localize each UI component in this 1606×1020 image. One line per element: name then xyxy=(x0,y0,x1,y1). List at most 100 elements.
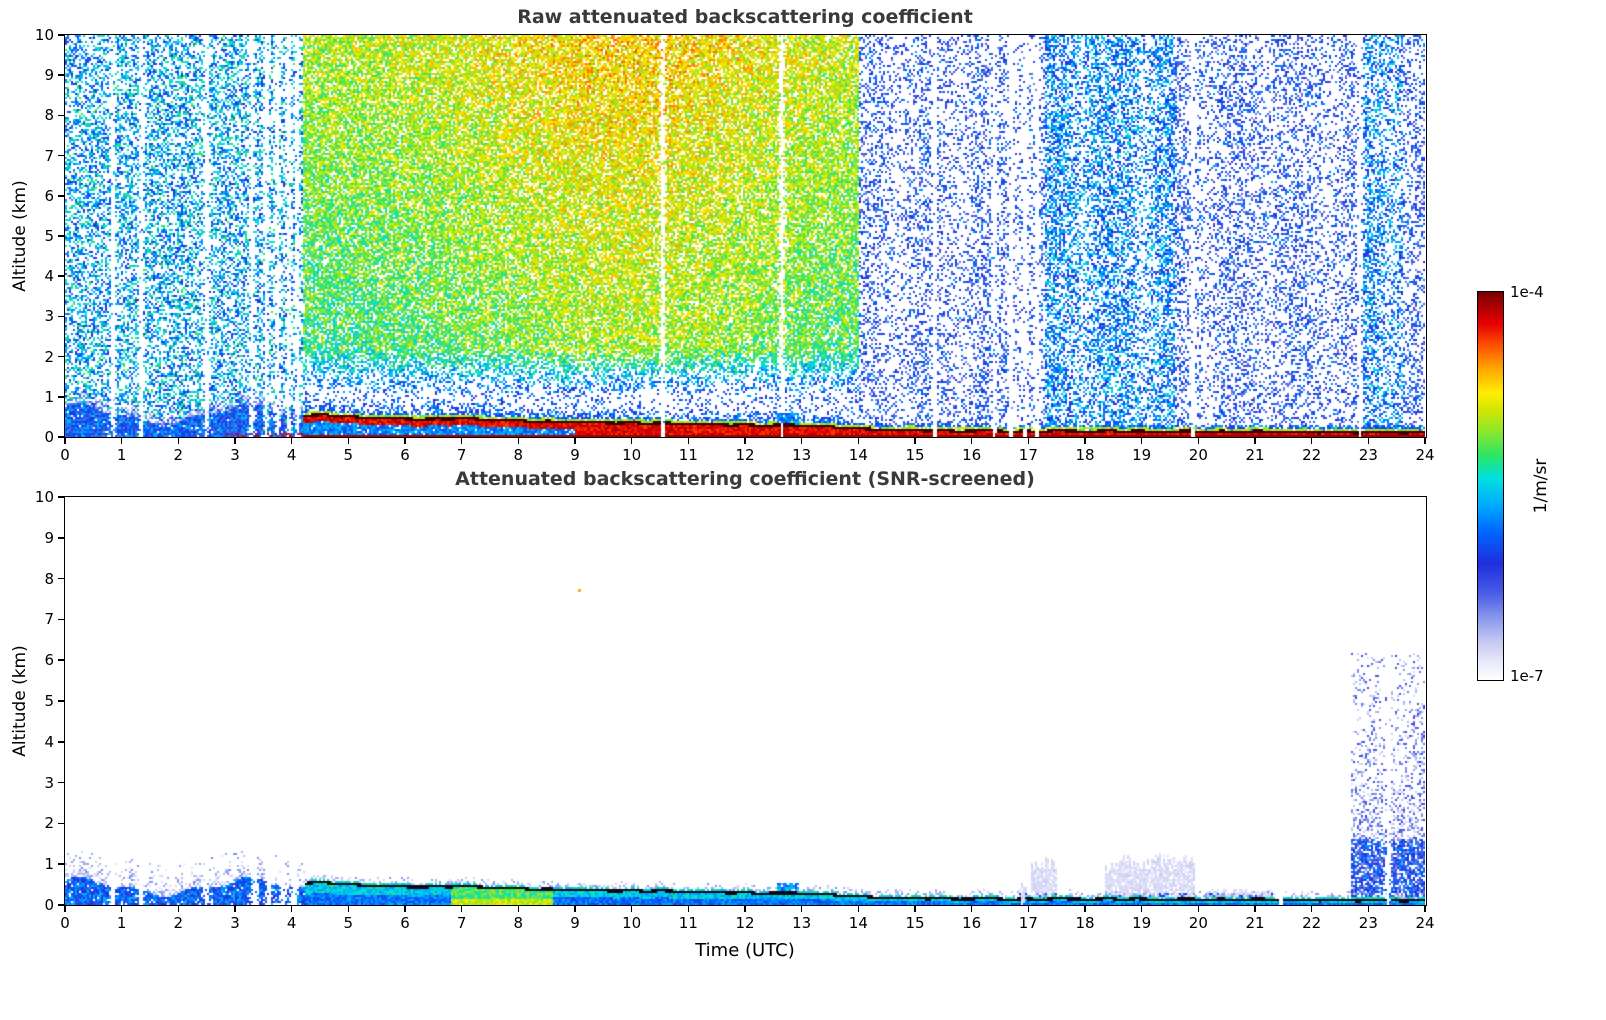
x-tick-label: 7 xyxy=(456,914,467,932)
y-tick-label: 10 xyxy=(34,488,54,506)
x-tick-mark xyxy=(120,438,123,444)
x-tick-label: 19 xyxy=(1132,914,1152,932)
x-tick-label: 0 xyxy=(60,914,70,932)
x-tick-mark xyxy=(347,906,350,912)
x-tick-mark xyxy=(857,438,860,444)
y-tick-mark xyxy=(58,577,64,580)
x-tick-label: 13 xyxy=(792,914,812,932)
top-plot-title: Raw attenuated backscattering coefficien… xyxy=(517,6,973,28)
y-tick-mark xyxy=(58,781,64,784)
x-tick-label: 19 xyxy=(1132,446,1152,464)
x-tick-mark xyxy=(1424,906,1426,912)
y-tick-label: 0 xyxy=(44,428,54,446)
y-tick-label: 7 xyxy=(44,146,54,165)
x-tick-label: 22 xyxy=(1302,446,1322,464)
y-tick-mark xyxy=(58,496,64,498)
y-tick-mark xyxy=(58,195,64,197)
colorbar-max-label: 1e-4 xyxy=(1510,283,1544,301)
x-tick-label: 16 xyxy=(962,914,982,932)
x-tick-label: 21 xyxy=(1245,914,1265,932)
x-tick-mark xyxy=(574,906,576,912)
x-tick-label: 1 xyxy=(116,914,127,932)
x-tick-mark xyxy=(1027,906,1030,912)
y-tick-label: 1 xyxy=(44,387,54,406)
x-tick-label: 10 xyxy=(622,914,642,932)
x-tick-mark xyxy=(404,438,406,444)
x-tick-label: 14 xyxy=(848,446,868,464)
x-tick-label: 2 xyxy=(173,914,184,932)
x-tick-label: 6 xyxy=(400,446,410,464)
y-tick-mark xyxy=(58,315,64,318)
y-tick-mark xyxy=(58,235,64,237)
y-tick-label: 9 xyxy=(44,66,54,85)
x-tick-label: 20 xyxy=(1188,446,1208,464)
x-tick-mark xyxy=(1084,438,1086,444)
x-tick-label: 18 xyxy=(1075,446,1095,464)
y-tick-mark xyxy=(58,275,64,277)
x-tick-mark xyxy=(460,438,463,444)
x-tick-label: 4 xyxy=(286,914,297,932)
x-tick-mark xyxy=(120,906,123,912)
y-tick-label: 7 xyxy=(44,610,54,629)
x-tick-mark xyxy=(1027,438,1030,444)
x-tick-label: 9 xyxy=(570,446,580,464)
x-tick-label: 2 xyxy=(173,446,184,464)
bottom-plot-title: Attenuated backscattering coefficient (S… xyxy=(455,468,1035,490)
y-tick-label: 2 xyxy=(44,347,54,366)
x-tick-label: 23 xyxy=(1358,914,1378,932)
x-tick-mark xyxy=(687,906,690,912)
x-tick-mark xyxy=(800,438,803,444)
y-tick-label: 8 xyxy=(44,106,54,125)
x-tick-mark xyxy=(234,438,236,444)
x-tick-mark xyxy=(290,906,293,912)
x-tick-mark xyxy=(1254,906,1256,912)
x-tick-label: 15 xyxy=(905,446,925,464)
x-tick-mark xyxy=(800,906,803,912)
x-tick-label: 1 xyxy=(116,446,127,464)
x-tick-label: 21 xyxy=(1245,446,1265,464)
x-tick-label: 24 xyxy=(1415,914,1435,932)
x-tick-label: 23 xyxy=(1358,446,1378,464)
y-tick-mark xyxy=(58,436,64,438)
x-tick-label: 18 xyxy=(1075,914,1095,932)
y-tick-mark xyxy=(58,659,64,661)
y-tick-mark xyxy=(58,114,64,117)
y-tick-mark xyxy=(58,154,64,157)
x-tick-label: 14 xyxy=(848,914,868,932)
x-axis-label: Time (UTC) xyxy=(695,940,795,961)
x-tick-mark xyxy=(630,438,633,444)
x-tick-mark xyxy=(630,906,633,912)
x-tick-label: 5 xyxy=(343,914,354,932)
x-tick-label: 12 xyxy=(735,446,755,464)
x-tick-label: 8 xyxy=(513,446,524,464)
x-tick-mark xyxy=(1197,438,1200,444)
x-tick-mark xyxy=(1310,906,1313,912)
y-tick-mark xyxy=(58,618,64,621)
x-tick-mark xyxy=(64,906,66,912)
x-tick-mark xyxy=(517,438,520,444)
y-tick-mark xyxy=(58,741,64,743)
x-tick-label: 12 xyxy=(735,914,755,932)
y-tick-label: 2 xyxy=(44,814,54,833)
y-tick-mark xyxy=(58,537,64,539)
x-tick-mark xyxy=(1367,438,1370,444)
x-tick-mark xyxy=(744,906,746,912)
colorbar-min-label: 1e-7 xyxy=(1510,667,1544,685)
y-tick-label: 3 xyxy=(44,773,54,792)
x-tick-mark xyxy=(177,438,180,444)
x-tick-label: 17 xyxy=(1018,446,1038,464)
x-tick-mark xyxy=(1140,906,1143,912)
x-tick-mark xyxy=(857,906,860,912)
bottom-heatmap xyxy=(65,497,1425,905)
x-tick-mark xyxy=(744,438,746,444)
y-tick-mark xyxy=(58,355,64,358)
colorbar-gradient xyxy=(1478,292,1503,680)
x-tick-label: 0 xyxy=(60,446,70,464)
x-tick-mark xyxy=(64,438,66,444)
x-tick-label: 17 xyxy=(1018,914,1038,932)
x-tick-label: 7 xyxy=(456,446,467,464)
y-tick-mark xyxy=(58,74,64,76)
x-tick-mark xyxy=(347,438,350,444)
x-tick-label: 10 xyxy=(622,446,642,464)
x-tick-mark xyxy=(460,906,463,912)
